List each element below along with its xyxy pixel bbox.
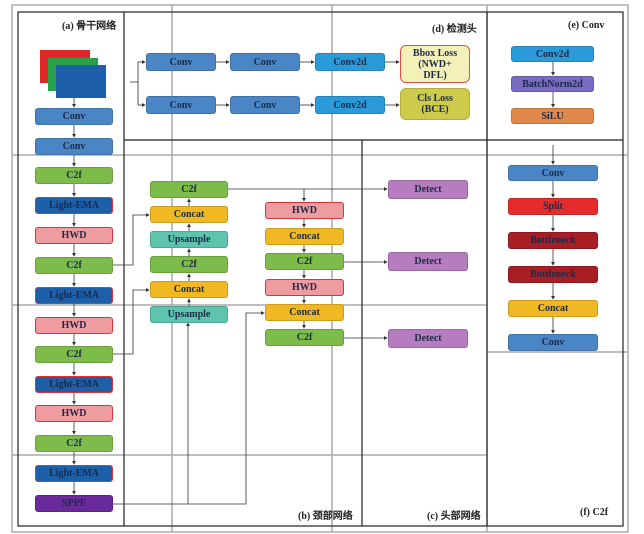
c2f-block-split: Split xyxy=(508,198,598,215)
backbone-light-ema: Light-EMA xyxy=(35,287,113,304)
conv-block-silu: SiLU xyxy=(511,108,594,124)
c2f-block-bottleneck: Bottleneck xyxy=(508,232,598,249)
neck-concat: Concat xyxy=(150,281,228,298)
cls-loss: Cls Loss (BCE) xyxy=(400,88,470,120)
neck-c2f: C2f xyxy=(265,253,344,270)
neck-concat: Concat xyxy=(265,304,344,321)
panel-c-title: (c) 头部网络 xyxy=(427,511,481,522)
head-detect: Detect xyxy=(388,252,468,271)
arrows xyxy=(72,60,555,505)
head-detect: Detect xyxy=(388,329,468,348)
neck-c2f: C2f xyxy=(150,181,228,198)
panel-a-title: (a) 骨干网络 xyxy=(62,21,117,32)
neck-c2f: C2f xyxy=(265,329,344,346)
neck-c2f: C2f xyxy=(150,256,228,273)
neck-concat: Concat xyxy=(265,228,344,245)
detect-head-conv: Conv xyxy=(146,96,216,114)
detect-head-conv2d: Conv2d xyxy=(315,53,385,71)
panel-f-title: (f) C2f xyxy=(580,507,609,518)
backbone-light-ema: Light-EMA xyxy=(35,465,113,482)
c2f-block-conv: Conv xyxy=(508,334,598,351)
panel-e-title: (e) Conv xyxy=(568,20,605,31)
backbone-hwd: HWD xyxy=(35,317,113,334)
neck-hwd: HWD xyxy=(265,202,344,219)
neck-upsample: Upsample xyxy=(150,306,228,323)
backbone-conv: Conv xyxy=(35,108,113,125)
bbox-loss: Bbox Loss (NWD+ DFL) xyxy=(400,45,470,83)
detect-head-conv2d: Conv2d xyxy=(315,96,385,114)
backbone-hwd: HWD xyxy=(35,227,113,244)
backbone-c2f: C2f xyxy=(35,167,113,184)
conv-block-batchnorm2d: BatchNorm2d xyxy=(511,76,594,92)
neck-hwd: HWD xyxy=(265,279,344,296)
backbone-light-ema: Light-EMA xyxy=(35,376,113,393)
neck-concat: Concat xyxy=(150,206,228,223)
panel-d-title: (d) 检测头 xyxy=(432,24,477,35)
backbone-light-ema: Light-EMA xyxy=(35,197,113,214)
neck-upsample: Upsample xyxy=(150,231,228,248)
head-detect: Detect xyxy=(388,180,468,199)
detect-head-conv: Conv xyxy=(230,53,300,71)
backbone-c2f: C2f xyxy=(35,435,113,452)
backbone-sppf: SPPF xyxy=(35,495,113,512)
panel-b-title: (b) 颈部网络 xyxy=(298,511,353,522)
conv-block-conv2d: Conv2d xyxy=(511,46,594,62)
c2f-block-conv: Conv xyxy=(508,165,598,181)
detect-head-conv: Conv xyxy=(146,53,216,71)
backbone-c2f: C2f xyxy=(35,346,113,363)
c2f-block-concat: Concat xyxy=(508,300,598,317)
c2f-block-bottleneck: Bottleneck xyxy=(508,266,598,283)
backbone-c2f: C2f xyxy=(35,257,113,274)
backbone-conv: Conv xyxy=(35,138,113,155)
detect-head-conv: Conv xyxy=(230,96,300,114)
panel-borders xyxy=(17,11,624,527)
input-image-blue-channel xyxy=(56,65,106,98)
backbone-hwd: HWD xyxy=(35,405,113,422)
